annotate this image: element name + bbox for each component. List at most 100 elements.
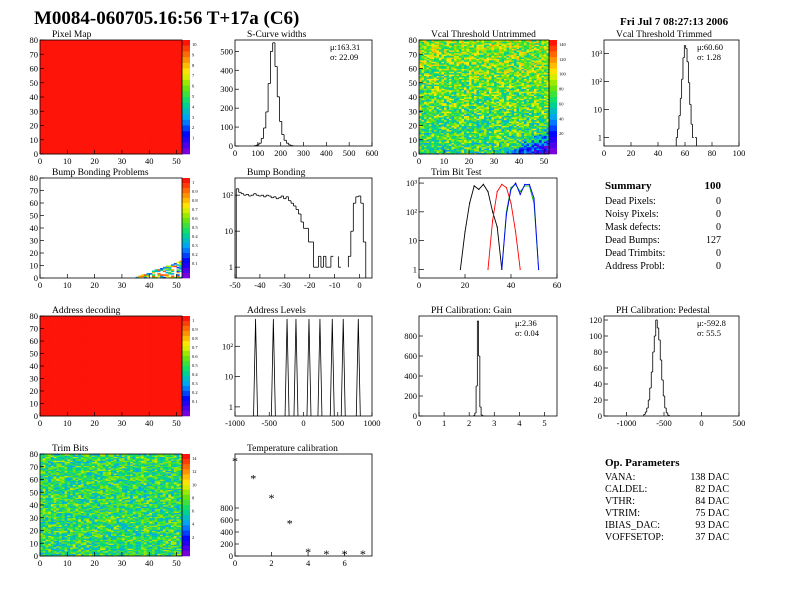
heatmap-cell (429, 40, 432, 42)
heatmap-cell (165, 44, 169, 47)
heatmap-cell (138, 78, 142, 81)
heatmap-cell (168, 72, 172, 75)
heatmap-cell (102, 146, 106, 149)
heatmap-cell (162, 148, 167, 151)
heatmap-cell (89, 94, 93, 96)
heatmap-cell (439, 102, 442, 105)
heatmap-cell (176, 124, 180, 126)
heatmap-cell (149, 49, 153, 52)
heatmap-cell (132, 134, 136, 136)
heatmap-cell (130, 105, 134, 108)
heatmap-cell (168, 45, 172, 48)
heatmap-cell (121, 88, 126, 91)
heatmap-cell (132, 59, 136, 62)
heatmap-cell (64, 151, 68, 153)
heatmap-cell (89, 51, 93, 54)
heatmap-cell (97, 104, 101, 106)
heatmap-cell (102, 72, 106, 75)
heatmap-cell (64, 72, 68, 75)
heatmap-cell (61, 108, 65, 111)
heatmap-cell (59, 115, 63, 118)
heatmap-cell (141, 95, 145, 98)
heatmap-cell (72, 106, 76, 109)
heatmap-cell (135, 115, 139, 118)
heatmap-cell (72, 111, 76, 114)
heatmap-cell (135, 40, 139, 42)
heatmap-cell (113, 75, 117, 78)
heatmap-cell (431, 41, 435, 44)
heatmap-cell (168, 149, 172, 152)
heatmap-cell (135, 122, 139, 125)
heatmap-cell (165, 121, 169, 124)
heatmap-cell (100, 129, 104, 132)
heatmap-cell (426, 151, 430, 153)
heatmap-cell (179, 142, 183, 145)
heatmap-cell (171, 136, 175, 139)
heatmap-cell (127, 47, 131, 49)
heatmap-cell (119, 95, 123, 98)
heatmap-cell (151, 59, 156, 62)
heatmap-cell (48, 149, 52, 152)
heatmap-cell (50, 135, 55, 138)
heatmap-cell (108, 55, 112, 58)
heatmap-cell (151, 41, 156, 44)
heatmap-cell (168, 104, 172, 106)
heatmap-cell (135, 74, 139, 77)
heatmap-cell (151, 77, 156, 79)
heatmap-cell (171, 47, 175, 49)
heatmap-cell (59, 82, 63, 85)
heatmap-cell (162, 136, 167, 139)
heatmap-cell (102, 65, 106, 68)
heatmap-cell (86, 151, 90, 153)
heatmap-cell (116, 141, 120, 144)
heatmap-cell (429, 79, 432, 82)
heatmap-cell (105, 138, 109, 141)
heatmap-cell (421, 72, 425, 75)
heatmap-cell (89, 104, 93, 106)
heatmap-cell (45, 55, 49, 58)
heatmap-cell (75, 78, 79, 81)
heatmap-cell (100, 61, 104, 64)
heatmap-cell (75, 75, 79, 78)
heatmap-cell (135, 58, 139, 61)
heatmap-cell (56, 151, 60, 153)
heatmap-cell (48, 45, 52, 48)
heatmap-cell (138, 106, 142, 109)
heatmap-cell (113, 61, 117, 64)
heatmap-cell (165, 104, 169, 106)
heatmap-cell (160, 151, 164, 153)
heatmap-cell (436, 139, 440, 142)
heatmap-cell (143, 42, 147, 45)
heatmap-cell (53, 152, 57, 155)
heatmap-cell (173, 51, 177, 54)
heatmap-cell (40, 112, 44, 115)
heatmap-cell (149, 67, 153, 69)
heatmap-cell (94, 94, 98, 96)
heatmap-cell (421, 108, 425, 111)
heatmap-cell (132, 129, 136, 132)
heatmap-cell (431, 40, 435, 42)
heatmap-cell (83, 134, 87, 136)
heatmap-cell (102, 62, 106, 65)
heatmap-cell (48, 55, 52, 58)
heatmap-cell (179, 132, 183, 135)
heatmap-cell (119, 62, 123, 65)
heatmap-cell (121, 68, 126, 71)
heatmap-cell (61, 145, 65, 148)
heatmap-cell (121, 126, 126, 129)
heatmap-cell (149, 106, 153, 109)
heatmap-cell (56, 135, 60, 138)
heatmap-cell (127, 92, 131, 95)
heatmap-cell (176, 44, 180, 47)
heatmap-cell (97, 144, 101, 146)
heatmap-cell (100, 134, 104, 136)
heatmap-cell (108, 118, 112, 121)
heatmap-cell (64, 81, 68, 84)
heatmap-cell (100, 88, 104, 91)
heatmap-cell (113, 141, 117, 144)
heatmap-cell (116, 105, 120, 108)
heatmap-cell (426, 47, 430, 49)
heatmap-cell (160, 72, 164, 75)
heatmap-cell (67, 98, 71, 101)
heatmap-cell (97, 44, 101, 47)
